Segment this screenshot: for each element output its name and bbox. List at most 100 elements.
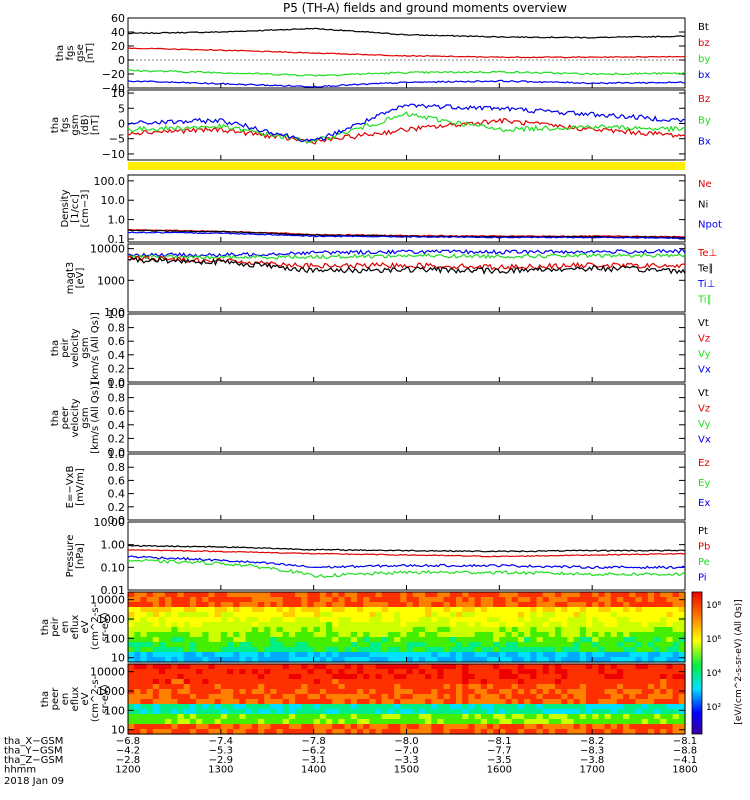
spectrogram-cell <box>524 714 531 720</box>
spectrogram-cell <box>134 694 141 700</box>
spectrogram-cell <box>610 622 618 628</box>
spectrogram-cell <box>183 664 191 670</box>
spectrogram-cell <box>567 689 575 695</box>
spectrogram-cell <box>672 699 680 705</box>
y-tick-label: 1000 <box>97 274 125 287</box>
spectrogram-cell <box>493 679 500 685</box>
spectrogram-cell <box>344 689 352 695</box>
spectrogram-cell <box>487 632 494 638</box>
y-tick-label: −20 <box>102 68 125 81</box>
spectrogram-cell <box>548 632 556 638</box>
spectrogram-cell <box>418 664 426 670</box>
spectrogram-cell <box>381 657 389 663</box>
spectrogram-cell <box>375 657 383 663</box>
y-axis-label: velocity <box>70 398 81 437</box>
spectrogram-cell <box>270 642 278 648</box>
spectrogram-cell <box>400 602 408 608</box>
spectrogram-cell <box>165 622 172 628</box>
spectrogram-cell <box>641 689 649 695</box>
spectrogram-cell <box>189 664 197 670</box>
spectrogram-cell <box>326 684 333 690</box>
spectrogram-cell <box>456 647 463 653</box>
spectrogram-cell <box>456 612 463 618</box>
spectrogram-cell <box>555 719 562 725</box>
spectrogram-cell <box>555 642 562 648</box>
spectrogram-cell <box>140 657 148 663</box>
spectrogram-cell <box>511 657 519 663</box>
spectrogram-cell <box>295 642 302 648</box>
spectrogram-cell <box>592 729 599 735</box>
spectrogram-cell <box>264 669 271 675</box>
spectrogram-cell <box>152 622 160 628</box>
spectrogram-cell <box>394 592 401 598</box>
spectrogram-cell <box>245 597 253 603</box>
spectrogram-cell <box>375 684 383 690</box>
spectrogram-cell <box>425 694 432 700</box>
spectrogram-cell <box>344 602 352 608</box>
spectrogram-cell <box>542 684 550 690</box>
spectrogram-cell <box>635 627 643 633</box>
spectrogram-cell <box>425 684 432 690</box>
spectrogram-cell <box>418 627 426 633</box>
spectrogram-cell <box>369 627 377 633</box>
spectrogram-cell <box>189 714 197 720</box>
spectrogram-cell <box>202 637 210 643</box>
spectrogram-cell <box>499 719 507 725</box>
spectrogram-cell <box>499 617 507 623</box>
spectrogram-cell <box>462 627 469 633</box>
spectrogram-cell <box>282 714 290 720</box>
spectrogram-cell <box>666 592 674 598</box>
spectrogram-cell <box>239 684 247 690</box>
spectrogram-cell <box>140 709 148 715</box>
spectrogram-cell <box>146 729 154 735</box>
spectrogram-cell <box>548 622 556 628</box>
spectrogram-cell <box>579 729 587 735</box>
spectrogram-cell <box>189 622 197 628</box>
spectrogram-cell <box>202 617 210 623</box>
spectrogram-cell <box>567 607 575 613</box>
spectrogram-cell <box>313 657 321 663</box>
spectrogram-cell <box>233 689 240 695</box>
spectrogram-cell <box>233 724 240 730</box>
spectrogram-cell <box>387 684 395 690</box>
panel-frame <box>127 383 686 453</box>
spectrogram-cell <box>128 674 135 680</box>
spectrogram-cell <box>499 627 507 633</box>
spectrogram-cell <box>189 592 197 598</box>
spectrogram-cell <box>357 612 364 618</box>
spectrogram-cell <box>443 612 451 618</box>
y-axis-label: (cm^2-s- <box>90 675 101 722</box>
spectrogram-cell <box>468 699 476 705</box>
figure-title: P5 (TH-A) fields and ground moments over… <box>283 1 567 15</box>
spectrogram-cell <box>474 679 482 685</box>
spectrogram-cell <box>363 642 370 648</box>
spectrogram-cell <box>165 592 172 598</box>
spectrogram-cell <box>171 612 179 618</box>
spectrogram-cell <box>598 607 606 613</box>
spectrogram-cell <box>258 652 265 658</box>
spectrogram-cell <box>214 657 222 663</box>
spectrogram-cell <box>530 724 538 730</box>
spectrogram-cell <box>443 657 451 663</box>
spectrogram-cell <box>579 607 587 613</box>
spectrogram-cell <box>288 664 296 670</box>
y-axis-label: en <box>60 693 71 706</box>
spectrogram-cell <box>189 602 197 608</box>
spectrogram-cell <box>239 627 247 633</box>
spectrogram-cell <box>616 684 624 690</box>
spectrogram-cell <box>561 632 568 638</box>
spectrogram-cell <box>487 597 494 603</box>
spectrogram-cell <box>134 674 141 680</box>
y-axis-label: tha <box>50 340 61 356</box>
spectrogram-cell <box>431 679 439 685</box>
spectrogram-cell <box>623 622 630 628</box>
spectrogram-cell <box>233 612 240 618</box>
spectrogram-cell <box>319 617 327 623</box>
spectrogram-cell <box>214 699 222 705</box>
spectrogram-cell <box>654 602 661 608</box>
spectrogram-cell <box>189 617 197 623</box>
spectrogram-cell <box>214 647 222 653</box>
spectrogram-cell <box>357 694 364 700</box>
spectrogram-cell <box>189 657 197 663</box>
spectrogram-cell <box>672 632 680 638</box>
